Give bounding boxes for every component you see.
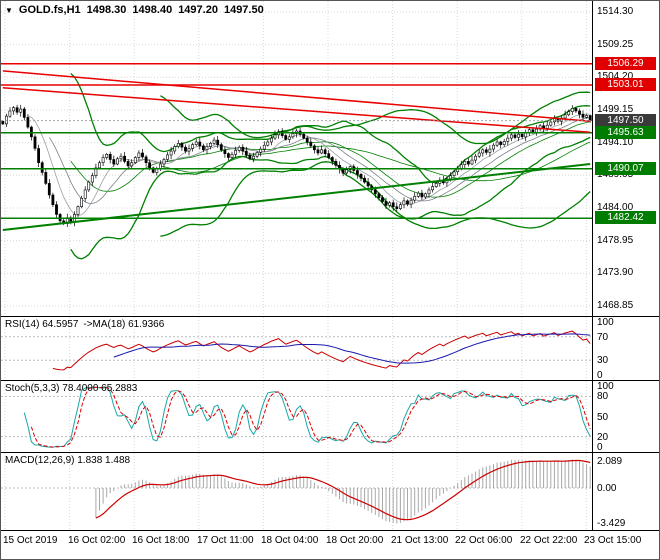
time-label: 16 Oct 18:00 (132, 535, 190, 546)
time-axis[interactable]: 15 Oct 2019 16 Oct 02:00 16 Oct 18:00 17 Oc… (1, 531, 659, 559)
price-badge: 1506.29 (595, 57, 656, 70)
time-label: 17 Oct 11:00 (197, 535, 254, 546)
rsi-ma-label: ->MA(18) 61.9366 (83, 319, 165, 330)
time-label: 23 Oct 15:00 (584, 535, 642, 546)
rsi-label: RSI(14) 64.5957 (5, 319, 79, 330)
rsi-plot[interactable]: RSI(14) 64.5957 ->MA(18) 61.9366 (1, 317, 593, 380)
rsi-scale: 100 70 30 0 (593, 317, 659, 380)
rsi-scale-label: 100 (597, 317, 614, 328)
stochastic-chart (1, 381, 592, 452)
ohlc-high-value: 1498.40 (132, 4, 173, 16)
macd-scale-label: -3.429 (597, 518, 626, 529)
stochastic-header: Stoch(5,3,3) 78.4000 65.2883 (5, 383, 137, 394)
stochastic-scale-label: 20 (597, 432, 609, 443)
price-label: 1473.90 (597, 267, 634, 278)
stochastic-scale-label: 0 (597, 442, 603, 452)
macd-scale-label: 0.00 (597, 483, 617, 494)
rsi-chart (1, 317, 592, 380)
stochastic-scale: 100 80 50 20 0 (593, 381, 659, 452)
macd-panel: MACD(12,26,9) 1.838 1.488 2.089 0.00 -3.42… (1, 453, 659, 531)
chart-header: ▼ GOLD.fs,H1 1498.30 1498.40 1497.20 149… (5, 4, 264, 16)
macd-chart (1, 453, 592, 530)
price-label: 1468.85 (597, 300, 634, 311)
price-label: 1509.25 (597, 39, 634, 50)
macd-label: MACD(12,26,9) 1.838 1.488 (5, 455, 131, 466)
stochastic-label: Stoch(5,3,3) 78.4000 65.2883 (5, 383, 138, 394)
stochastic-plot[interactable]: Stoch(5,3,3) 78.4000 65.2883 (1, 381, 593, 452)
price-scale[interactable]: 1514.301509.251504.201499.151494.101489.… (593, 1, 659, 316)
symbol-dropdown-icon[interactable]: ▼ (5, 5, 13, 15)
time-label: 16 Oct 02:00 (68, 535, 126, 546)
price-badge: 1503.01 (595, 78, 656, 91)
rsi-header: RSI(14) 64.5957 ->MA(18) 61.9366 (5, 319, 164, 330)
macd-scale: 2.089 0.00 -3.429 (593, 453, 659, 530)
price-badge: 1495.63 (595, 126, 656, 139)
time-label: 15 Oct 2019 (3, 535, 58, 546)
main-chart-plot[interactable]: ▼ GOLD.fs,H1 1498.30 1498.40 1497.20 149… (1, 1, 593, 316)
ohlc-open-value: 1498.30 (86, 4, 127, 16)
time-label: 18 Oct 04:00 (261, 535, 319, 546)
rsi-scale-label: 0 (597, 370, 603, 380)
candlestick-chart (1, 1, 592, 316)
time-label: 21 Oct 13:00 (391, 535, 449, 546)
stochastic-scale-label: 50 (597, 412, 609, 423)
price-label: 1478.95 (597, 235, 634, 246)
time-label: 22 Oct 06:00 (455, 535, 513, 546)
price-badge: 1490.07 (595, 162, 656, 175)
main-chart-panel: ▼ GOLD.fs,H1 1498.30 1498.40 1497.20 149… (1, 1, 659, 317)
time-label: 18 Oct 20:00 (326, 535, 384, 546)
price-badge: 1482.42 (595, 211, 656, 224)
symbol-timeframe-label: GOLD.fs,H1 (18, 4, 81, 16)
time-label: 22 Oct 22:00 (520, 535, 578, 546)
macd-scale-label: 2.089 (597, 456, 623, 467)
macd-header: MACD(12,26,9) 1.838 1.488 (5, 455, 130, 466)
price-badge: 1497.50 (595, 114, 656, 127)
price-label: 1494.10 (597, 137, 634, 148)
stochastic-scale-label: 100 (597, 381, 614, 392)
price-label: 1484.00 (597, 202, 634, 213)
ohlc-close-value: 1497.50 (223, 4, 264, 16)
rsi-scale-label: 70 (597, 332, 609, 343)
price-label: 1514.30 (597, 6, 634, 17)
ohlc-low-value: 1497.20 (178, 4, 218, 16)
rsi-scale-label: 30 (597, 355, 609, 366)
price-label: 1504.20 (597, 71, 634, 82)
rsi-panel: RSI(14) 64.5957 ->MA(18) 61.9366 100 70 30… (1, 317, 659, 381)
stochastic-panel: Stoch(5,3,3) 78.4000 65.2883 100 80 50 20 0 (1, 381, 659, 453)
price-label: 1499.15 (597, 104, 634, 115)
stochastic-scale-label: 80 (597, 391, 609, 402)
macd-plot[interactable]: MACD(12,26,9) 1.838 1.488 (1, 453, 593, 530)
